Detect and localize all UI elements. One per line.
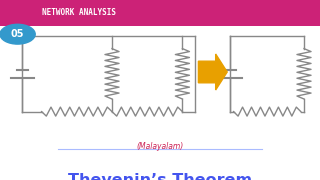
Text: (Malayalam): (Malayalam): [136, 142, 184, 151]
FancyBboxPatch shape: [0, 0, 320, 26]
Text: NETWORK ANALYSIS: NETWORK ANALYSIS: [42, 8, 116, 17]
Polygon shape: [198, 54, 227, 90]
Circle shape: [0, 24, 35, 44]
Text: 05: 05: [11, 29, 24, 39]
Text: Thevenin’s Theorem: Thevenin’s Theorem: [68, 173, 252, 180]
